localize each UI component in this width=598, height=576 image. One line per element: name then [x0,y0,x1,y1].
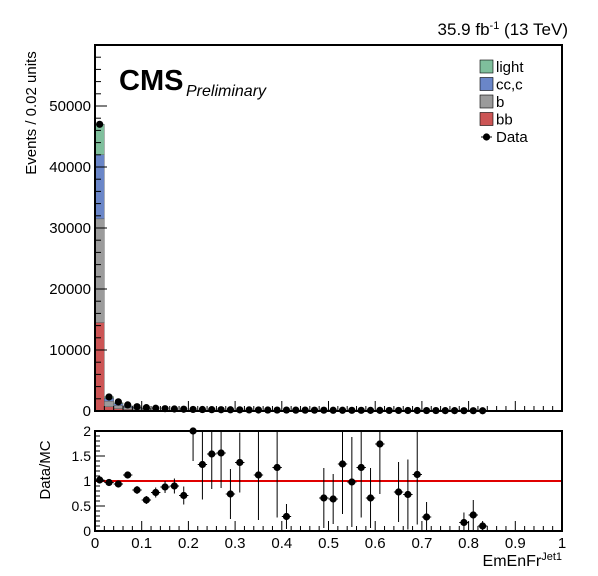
ratio-point [479,522,486,529]
ratio-point [133,486,140,493]
ratio-point [470,511,477,518]
main-y-tick-label: 40000 [49,159,91,176]
x-tick-label: 0.2 [178,535,199,552]
data-point [217,406,224,413]
ratio-point [255,471,262,478]
ratio-y-tick-label: 2 [83,423,91,439]
x-tick-label: 0.3 [225,535,246,552]
ratio-y-tick-label: 1 [83,473,91,489]
data-point [133,403,140,410]
ratio-point [236,459,243,466]
ratio-point [320,494,327,501]
ratio-point [358,464,365,471]
legend-label: b [496,94,504,111]
ratio-point [171,482,178,489]
x-tick-label: 0 [91,535,99,552]
bar-ccc-bin [95,155,104,219]
x-tick-label: 0.1 [131,535,152,552]
data-point [199,406,206,413]
ratio-point [143,496,150,503]
data-point [115,398,122,405]
ratio-point [217,449,224,456]
lumi-label: 35.9 fb-1 (13 TeV) [438,20,568,39]
data-point [105,393,112,400]
ratio-y-axis-label: Data/MC [37,440,54,499]
x-axis-label-main: EmEnFr [483,553,542,570]
ratio-point [423,513,430,520]
ratio-point [404,491,411,498]
ratio-point [367,494,374,501]
bar-light-bin [95,124,104,155]
ratio-point [330,495,337,502]
ratio-point [414,471,421,478]
legend-marker [483,133,490,140]
data-point [96,121,103,128]
main-y-tick-label: 10000 [49,342,91,359]
x-tick-label: 1 [558,535,566,552]
legend-swatch [480,60,493,73]
bar-b-bin [114,406,123,409]
main-y-tick-label: 30000 [49,220,91,237]
bar-b-bin [95,219,104,323]
x-tick-label: 0.4 [271,535,292,552]
ratio-point [348,478,355,485]
ratio-point [124,471,131,478]
data-point [236,406,243,413]
cms-label: CMS [119,65,183,97]
legend-swatch [480,78,493,91]
ratio-point [339,460,346,467]
legend-label: bb [496,112,513,129]
ratio-point [460,519,467,526]
legend-swatch [480,95,493,108]
bar-bb-bin [95,323,104,411]
data-point [124,401,131,408]
x-tick-label: 0.6 [365,535,386,552]
ratio-y-tick-label: 0.5 [72,498,92,514]
legend-label: Data [496,129,528,146]
preliminary-label: Preliminary [186,83,267,100]
data-point [255,406,262,413]
x-tick-label: 0.5 [318,535,339,552]
ratio-point [376,440,383,447]
ratio-point [96,476,103,483]
data-point [208,406,215,413]
lumi-exponent: -1 [490,20,500,32]
ratio-point [115,480,122,487]
main-y-axis-label: Events / 0.02 units [23,51,40,174]
bar-b-bin [104,401,113,406]
x-tick-label: 0.9 [505,535,526,552]
ratio-point [161,483,168,490]
ratio-point [274,464,281,471]
data-point [227,406,234,413]
ratio-point [105,479,112,486]
data-point [246,406,253,413]
x-tick-label: 0.7 [411,535,432,552]
ratio-point [208,450,215,457]
legend-swatch [480,113,493,126]
x-tick-label: 0.8 [458,535,479,552]
lumi-prefix: 35.9 fb [438,20,490,39]
ratio-point [152,489,159,496]
legend-label: cc,c [496,77,523,94]
ratio-point [395,488,402,495]
legend-label: light [496,59,524,76]
main-y-tick-label: 50000 [49,98,91,115]
main-y-tick-label: 0 [83,403,91,420]
ratio-point [227,490,234,497]
ratio-point [199,461,206,468]
main-y-tick-label: 20000 [49,281,91,298]
lumi-suffix: (13 TeV) [499,20,568,39]
ratio-y-tick-label: 1.5 [72,448,92,464]
ratio-point [283,513,290,520]
ratio-point [180,492,187,499]
x-axis-label-superscript: Jet1 [541,551,562,563]
